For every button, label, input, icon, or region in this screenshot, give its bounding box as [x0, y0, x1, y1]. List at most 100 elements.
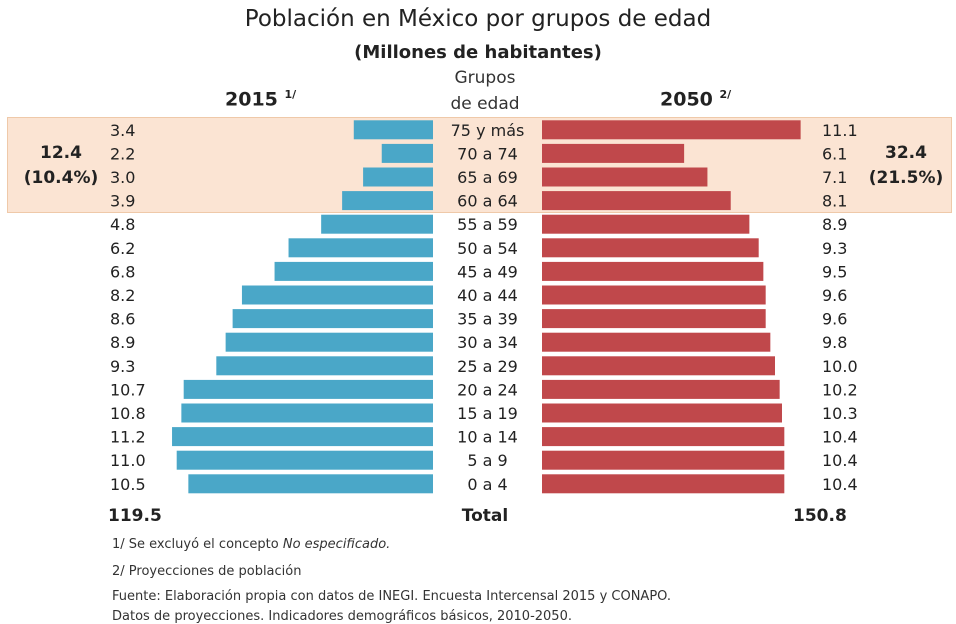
bar-2050: [542, 450, 785, 470]
value-label-2015: 3.9: [110, 192, 135, 211]
bar-2015: [232, 309, 433, 329]
age-group-label: 30 a 34: [457, 333, 518, 352]
footnote-1: 1/ Se excluyó el concepto No especificad…: [112, 537, 390, 552]
left-year-label: 2015 1/: [225, 88, 296, 110]
bar-2050: [542, 356, 775, 376]
footnote-2: 2/ Proyecciones de población: [112, 564, 302, 579]
value-label-2050: 7.1: [822, 168, 847, 187]
value-label-2050: 10.4: [822, 475, 858, 494]
groups-header-line1: Grupos: [454, 68, 516, 88]
age-group-label: 15 a 19: [457, 404, 518, 423]
right-aggregate-value: 32.4: [885, 143, 927, 163]
value-label-2015: 4.8: [110, 215, 135, 234]
age-group-label: 5 a 9: [467, 451, 507, 470]
value-label-2050: 9.8: [822, 333, 847, 352]
value-label-2015: 10.7: [110, 380, 146, 399]
value-label-2050: 11.1: [822, 121, 858, 140]
age-group-label: 20 a 24: [457, 380, 518, 399]
value-label-2050: 6.1: [822, 144, 847, 163]
bar-2050: [542, 167, 708, 187]
chart-subtitle: (Millones de habitantes): [354, 42, 602, 63]
left-year-footnote: 1/: [284, 88, 297, 101]
age-group-label: 50 a 54: [457, 239, 518, 258]
age-group-label: 75 y más: [451, 121, 525, 140]
value-label-2050: 10.4: [822, 428, 858, 447]
value-label-2015: 2.2: [110, 144, 135, 163]
age-group-label: 40 a 44: [457, 286, 518, 305]
age-group-label: 10 a 14: [457, 428, 518, 447]
left-year-text: 2015: [225, 88, 278, 111]
bar-2050: [542, 427, 785, 447]
bar-2050: [542, 214, 750, 234]
bar-2015: [176, 450, 433, 470]
value-label-2050: 9.5: [822, 262, 847, 281]
bar-2050: [542, 309, 766, 329]
bar-2015: [183, 379, 433, 399]
bar-2015: [381, 143, 433, 163]
right-year-text: 2050: [660, 88, 713, 111]
right-total: 150.8: [793, 506, 847, 526]
value-label-2015: 6.8: [110, 262, 135, 281]
footnote-1-italic: No especificado.: [282, 537, 391, 552]
bar-2015: [342, 191, 433, 211]
value-label-2015: 8.9: [110, 333, 135, 352]
bar-2050: [542, 285, 766, 305]
left-aggregate-value: 12.4: [40, 143, 82, 163]
bar-2015: [225, 332, 433, 352]
bar-2015: [274, 261, 433, 281]
bar-2050: [542, 191, 731, 211]
bar-2015: [188, 474, 433, 494]
source-line-2: Datos de proyecciones. Indicadores demog…: [112, 609, 572, 624]
value-label-2015: 8.6: [110, 310, 135, 329]
bar-2015: [353, 120, 433, 140]
value-label-2050: 9.6: [822, 310, 847, 329]
left-aggregate-percent: (10.4%): [23, 168, 99, 188]
age-group-label: 45 a 49: [457, 262, 518, 281]
chart-title: Población en México por grupos de edad: [244, 6, 712, 32]
bar-2015: [288, 238, 433, 258]
value-label-2050: 10.0: [822, 357, 858, 376]
left-total: 119.5: [108, 506, 162, 526]
value-label-2015: 10.5: [110, 475, 146, 494]
age-group-label: 65 a 69: [457, 168, 518, 187]
bar-2015: [241, 285, 433, 305]
bar-2050: [542, 120, 801, 140]
bar-2050: [542, 238, 759, 258]
bar-2015: [216, 356, 433, 376]
source-line-1: Fuente: Elaboración propia con datos de …: [112, 589, 671, 604]
right-aggregate-percent: (21.5%): [868, 168, 944, 188]
value-label-2050: 8.1: [822, 192, 847, 211]
bar-2015: [181, 403, 433, 423]
value-label-2015: 6.2: [110, 239, 135, 258]
right-year-label: 2050 2/: [660, 88, 731, 110]
value-label-2015: 10.8: [110, 404, 146, 423]
value-label-2050: 10.3: [822, 404, 858, 423]
bar-2050: [542, 332, 771, 352]
age-group-label: 55 a 59: [457, 215, 518, 234]
age-group-label: 70 a 74: [457, 144, 518, 163]
right-year-footnote: 2/: [719, 88, 732, 101]
value-label-2015: 11.0: [110, 451, 146, 470]
age-group-label: 60 a 64: [457, 192, 518, 211]
value-label-2050: 8.9: [822, 215, 847, 234]
value-label-2015: 11.2: [110, 428, 146, 447]
bar-2015: [172, 427, 434, 447]
value-label-2050: 9.3: [822, 239, 847, 258]
bar-2015: [321, 214, 433, 234]
bar-2050: [542, 403, 782, 423]
value-label-2015: 9.3: [110, 357, 135, 376]
bar-2050: [542, 261, 764, 281]
bar-2050: [542, 474, 785, 494]
bar-2015: [363, 167, 433, 187]
groups-header-line2: de edad: [450, 94, 520, 114]
value-label-2050: 10.4: [822, 451, 858, 470]
age-group-label: 25 a 29: [457, 357, 518, 376]
age-group-label: 0 a 4: [467, 475, 507, 494]
value-label-2015: 3.4: [110, 121, 135, 140]
bar-2050: [542, 379, 780, 399]
value-label-2015: 8.2: [110, 286, 135, 305]
age-group-label: 35 a 39: [457, 310, 518, 329]
total-label: Total: [461, 506, 509, 526]
value-label-2050: 10.2: [822, 380, 858, 399]
